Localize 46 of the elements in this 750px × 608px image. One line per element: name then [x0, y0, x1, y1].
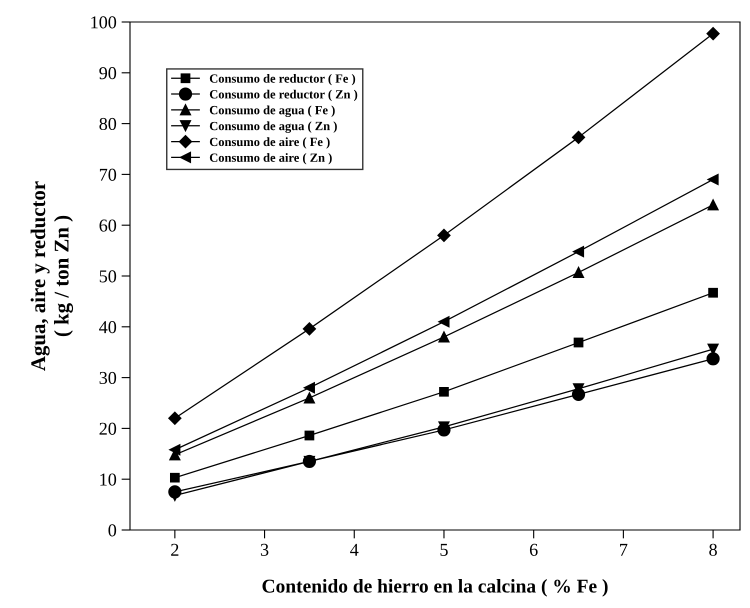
point: [708, 288, 718, 298]
legend-label: Consumo de agua ( Zn ): [210, 121, 337, 133]
point: [304, 392, 315, 404]
x-tick-label: 4: [350, 544, 358, 556]
y-tick-label: 70: [100, 168, 116, 181]
x-tick-label: 8: [709, 544, 717, 556]
x-tick-label: 6: [530, 544, 538, 556]
y-tick-label: 0: [108, 524, 116, 536]
y-tick-label: 30: [100, 372, 116, 384]
point: [168, 412, 182, 425]
point: [302, 322, 316, 336]
y-tick-label: 60: [100, 219, 116, 232]
point: [708, 199, 719, 210]
y-tick-label: 20: [100, 422, 116, 435]
x-tick-label: 7: [620, 544, 628, 556]
point: [169, 444, 180, 456]
point: [706, 352, 720, 366]
x-tick-label: 2: [171, 544, 178, 556]
point: [708, 174, 719, 186]
legend-label: Consumo de agua ( Fe ): [210, 106, 335, 117]
x-tick-label: 5: [440, 544, 448, 556]
point: [572, 130, 586, 144]
legend-label: Consumo de aire ( Fe ): [210, 137, 330, 149]
y-tick-label: 40: [99, 321, 116, 334]
point: [304, 382, 315, 394]
x-tick-label: 3: [260, 544, 268, 556]
legend-label: Consumo de reductor ( Fe ): [210, 74, 356, 86]
y-tick-label: 100: [91, 16, 116, 28]
y-tick-label: 90: [99, 67, 116, 80]
point: [170, 472, 180, 483]
y-tick-label: 80: [99, 118, 116, 130]
legend-label: Consumo de aire ( Zn ): [210, 153, 332, 164]
point: [572, 266, 584, 278]
y-tick-label: 50: [100, 270, 116, 282]
point: [437, 228, 451, 242]
point: [706, 27, 720, 40]
legend-label: Consumo de reductor ( Zn ): [210, 90, 358, 102]
point: [438, 316, 450, 328]
x-axis-title: Contenido de hierro en la calcina ( % Fe ): [262, 579, 608, 597]
point: [572, 246, 584, 258]
y-tick-label: 10: [100, 473, 116, 486]
point: [574, 338, 584, 348]
point: [439, 386, 449, 397]
y-axis-title: Agua, aire y reductor ( kg / ton Zn ): [30, 181, 74, 371]
point: [304, 430, 314, 440]
point: [438, 331, 450, 343]
